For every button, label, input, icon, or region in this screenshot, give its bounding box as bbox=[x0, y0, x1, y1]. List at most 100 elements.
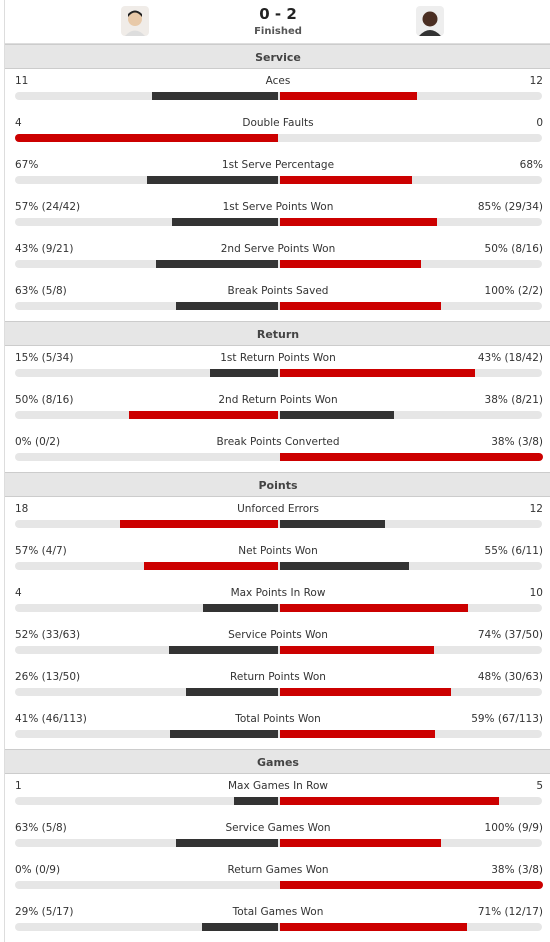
away-value: 43% (18/42) bbox=[477, 352, 543, 364]
stat-sections: Service 11 Aces 12 4 Double Faults 0 67% 1st Ser… bbox=[5, 44, 550, 942]
away-bar bbox=[280, 411, 394, 419]
away-value: 12 bbox=[529, 75, 543, 87]
stat-name: 2nd Return Points Won bbox=[218, 394, 338, 406]
home-bar bbox=[144, 562, 278, 570]
home-value: 1 bbox=[15, 780, 22, 792]
stat-row: 26% (13/50) Return Points Won 48% (30/63) bbox=[5, 665, 550, 707]
away-bar bbox=[280, 562, 410, 570]
stat-name: Unforced Errors bbox=[237, 503, 319, 515]
bar-track bbox=[15, 92, 542, 100]
away-value: 74% (37/50) bbox=[477, 629, 543, 641]
home-value: 29% (5/17) bbox=[15, 906, 74, 918]
away-bar bbox=[280, 369, 475, 377]
section-title: Service bbox=[5, 44, 550, 69]
away-value: 48% (30/63) bbox=[477, 671, 543, 683]
away-value: 55% (6/11) bbox=[484, 545, 543, 557]
home-value: 11 bbox=[15, 75, 29, 87]
away-value: 50% (8/16) bbox=[484, 243, 543, 255]
away-value: 38% (3/8) bbox=[491, 864, 543, 876]
home-value: 67% bbox=[15, 159, 39, 171]
home-value: 0% (0/9) bbox=[15, 864, 61, 876]
home-bar bbox=[209, 369, 278, 377]
away-bar bbox=[280, 92, 418, 100]
away-bar bbox=[280, 839, 442, 847]
home-bar bbox=[185, 688, 278, 696]
bar-track bbox=[15, 604, 542, 612]
home-value: 15% (5/34) bbox=[15, 352, 74, 364]
bar-track bbox=[15, 730, 542, 738]
away-bar bbox=[280, 218, 438, 226]
home-bar bbox=[201, 923, 278, 931]
score: 0 - 2 bbox=[259, 5, 297, 23]
stat-name: Net Points Won bbox=[238, 545, 318, 557]
away-value: 68% bbox=[519, 159, 543, 171]
stat-row: 0% (0/2) Break Points Converted 38% (3/8) bbox=[5, 430, 550, 472]
home-bar bbox=[172, 218, 278, 226]
away-bar bbox=[280, 688, 451, 696]
bar-track bbox=[15, 369, 542, 377]
home-value: 63% (5/8) bbox=[15, 822, 67, 834]
away-value: 100% (2/2) bbox=[484, 285, 543, 297]
away-bar bbox=[280, 260, 422, 268]
stat-row: 52% (33/63) Service Points Won 74% (37/50) bbox=[5, 623, 550, 665]
stat-row: 0% (0/9) Return Games Won 38% (3/8) bbox=[5, 858, 550, 900]
away-bar bbox=[280, 881, 543, 889]
home-avatar bbox=[121, 6, 149, 36]
bar-track bbox=[15, 218, 542, 226]
bar-track bbox=[15, 134, 542, 142]
away-value: 38% (8/21) bbox=[484, 394, 543, 406]
bar-track bbox=[15, 688, 542, 696]
stat-name: Total Points Won bbox=[235, 713, 321, 725]
stats-page: 0 - 2 Finished Service 11 Aces 12 4 Double Fa… bbox=[4, 0, 550, 942]
stat-name: Max Games In Row bbox=[227, 780, 329, 792]
stat-name: Service Games Won bbox=[225, 822, 331, 834]
away-bar bbox=[280, 797, 500, 805]
match-header: 0 - 2 Finished bbox=[5, 0, 550, 44]
home-bar bbox=[152, 92, 278, 100]
away-value: 59% (67/113) bbox=[471, 713, 543, 725]
away-bar bbox=[280, 646, 435, 654]
bar-track bbox=[15, 839, 542, 847]
bar-track bbox=[15, 520, 542, 528]
home-value: 57% (4/7) bbox=[15, 545, 67, 557]
stat-name: Total Games Won bbox=[232, 906, 324, 918]
away-value: 0 bbox=[536, 117, 543, 129]
bar-track bbox=[15, 176, 542, 184]
away-bar bbox=[280, 604, 468, 612]
bar-track bbox=[15, 411, 542, 419]
bar-track bbox=[15, 923, 542, 931]
stat-name: Return Points Won bbox=[230, 671, 326, 683]
home-value: 63% (5/8) bbox=[15, 285, 67, 297]
bar-track bbox=[15, 881, 542, 889]
stat-row: 63% (5/8) Break Points Saved 100% (2/2) bbox=[5, 279, 550, 321]
home-value: 26% (13/50) bbox=[15, 671, 81, 683]
home-value: 4 bbox=[15, 587, 22, 599]
home-bar bbox=[202, 604, 278, 612]
away-bar bbox=[280, 302, 442, 310]
bar-track bbox=[15, 562, 542, 570]
stat-row: 63% (5/8) Service Games Won 100% (9/9) bbox=[5, 816, 550, 858]
stat-name: Aces bbox=[265, 75, 291, 87]
home-bar bbox=[128, 411, 278, 419]
home-value: 18 bbox=[15, 503, 29, 515]
home-value: 4 bbox=[15, 117, 22, 129]
home-value: 0% (0/2) bbox=[15, 436, 61, 448]
stat-row: 29% (5/17) Total Games Won 71% (12/17) bbox=[5, 900, 550, 942]
stat-row: 57% (4/7) Net Points Won 55% (6/11) bbox=[5, 539, 550, 581]
stat-name: Return Games Won bbox=[227, 864, 329, 876]
away-value: 5 bbox=[536, 780, 543, 792]
bar-track bbox=[15, 302, 542, 310]
stat-row: 4 Double Faults 0 bbox=[5, 111, 550, 153]
section-title: Games bbox=[5, 749, 550, 774]
bar-track bbox=[15, 646, 542, 654]
away-bar bbox=[280, 176, 413, 184]
bar-track bbox=[15, 453, 542, 461]
stat-row: 15% (5/34) 1st Return Points Won 43% (18/4… bbox=[5, 346, 550, 388]
home-bar bbox=[234, 797, 278, 805]
away-bar bbox=[280, 453, 543, 461]
stat-name: 2nd Serve Points Won bbox=[220, 243, 336, 255]
bar-track bbox=[15, 260, 542, 268]
away-bar bbox=[280, 923, 467, 931]
stat-row: 1 Max Games In Row 5 bbox=[5, 774, 550, 816]
away-value: 100% (9/9) bbox=[484, 822, 543, 834]
